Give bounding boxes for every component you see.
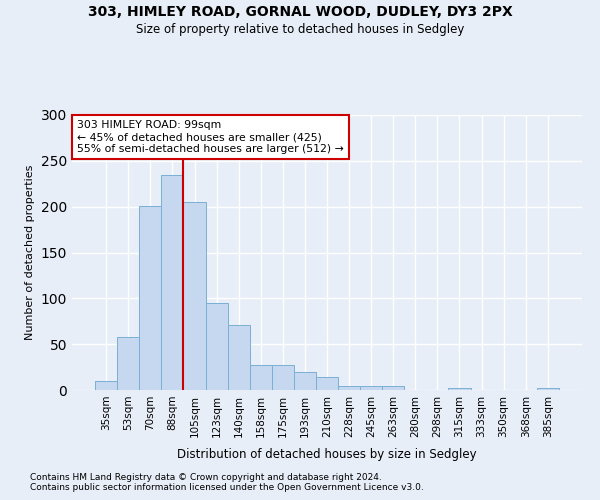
Bar xyxy=(272,365,294,390)
Text: 303 HIMLEY ROAD: 99sqm
← 45% of detached houses are smaller (425)
55% of semi-de: 303 HIMLEY ROAD: 99sqm ← 45% of detached… xyxy=(77,120,344,154)
Bar xyxy=(184,202,206,390)
Text: Contains public sector information licensed under the Open Government Licence v3: Contains public sector information licen… xyxy=(30,484,424,492)
Bar xyxy=(117,337,139,390)
Bar xyxy=(316,377,338,390)
Y-axis label: Number of detached properties: Number of detached properties xyxy=(25,165,35,340)
Bar xyxy=(95,381,117,390)
Bar xyxy=(294,372,316,390)
Bar xyxy=(161,174,184,390)
Bar xyxy=(227,325,250,390)
Text: 303, HIMLEY ROAD, GORNAL WOOD, DUDLEY, DY3 2PX: 303, HIMLEY ROAD, GORNAL WOOD, DUDLEY, D… xyxy=(88,5,512,19)
Text: Size of property relative to detached houses in Sedgley: Size of property relative to detached ho… xyxy=(136,22,464,36)
Bar xyxy=(382,386,404,390)
Bar xyxy=(139,206,161,390)
Bar xyxy=(338,386,360,390)
X-axis label: Distribution of detached houses by size in Sedgley: Distribution of detached houses by size … xyxy=(177,448,477,461)
Bar xyxy=(448,388,470,390)
Text: Contains HM Land Registry data © Crown copyright and database right 2024.: Contains HM Land Registry data © Crown c… xyxy=(30,474,382,482)
Bar xyxy=(206,303,227,390)
Bar xyxy=(537,388,559,390)
Bar xyxy=(250,365,272,390)
Bar xyxy=(360,386,382,390)
